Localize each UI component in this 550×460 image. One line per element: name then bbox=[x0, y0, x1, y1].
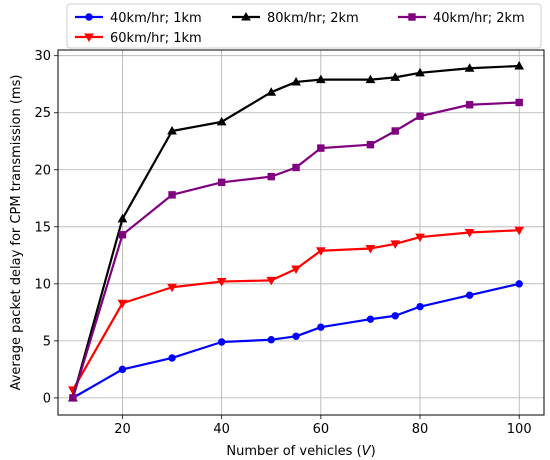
series-line bbox=[71, 64, 520, 399]
data-point-square bbox=[168, 191, 176, 199]
data-point-triangle-up bbox=[167, 125, 177, 135]
x-tick-label: 60 bbox=[313, 422, 330, 437]
data-point-triangle-up bbox=[291, 76, 301, 86]
data-point-triangle-up bbox=[390, 72, 401, 81]
data-point-triangle-up bbox=[464, 63, 475, 72]
data-point-triangle-down bbox=[216, 278, 227, 287]
series-line bbox=[71, 229, 520, 391]
x-tick-label: 40 bbox=[213, 422, 230, 437]
y-tick-label: 15 bbox=[34, 220, 51, 235]
data-point-triangle-up bbox=[514, 60, 525, 70]
legend-item-4: 40km/hr; 2km bbox=[398, 11, 525, 26]
data-point-triangle-down bbox=[464, 229, 475, 238]
y-tick-label: 20 bbox=[34, 163, 51, 178]
data-point-square bbox=[118, 231, 127, 239]
series-group bbox=[68, 60, 525, 402]
data-point-square bbox=[317, 144, 325, 152]
data-point-circle bbox=[515, 280, 523, 288]
data-point-triangle-down bbox=[514, 226, 525, 236]
data-point-triangle-up bbox=[216, 116, 227, 126]
data-point-triangle-down bbox=[390, 240, 401, 249]
data-point-triangle-up bbox=[241, 11, 251, 21]
data-point-square bbox=[366, 140, 375, 149]
y-tick-label: 5 bbox=[43, 334, 51, 349]
data-point-circle bbox=[85, 13, 93, 21]
data-point-circle bbox=[366, 315, 375, 323]
data-point-triangle-up bbox=[315, 74, 326, 84]
data-point-triangle-down bbox=[167, 283, 177, 293]
data-point-circle bbox=[267, 336, 275, 344]
data-point-triangle-down bbox=[291, 265, 301, 275]
x-axis-label-var: V bbox=[362, 444, 372, 459]
data-point-triangle-up bbox=[365, 74, 376, 84]
data-point-square bbox=[391, 127, 399, 135]
data-point-square bbox=[267, 172, 275, 181]
data-point-triangle-down bbox=[117, 299, 128, 309]
x-axis-ticks: 20 40 60 80 100 bbox=[114, 415, 532, 437]
data-point-triangle-down bbox=[84, 33, 94, 43]
data-point-square bbox=[408, 13, 416, 21]
y-tick-label: 10 bbox=[34, 277, 51, 292]
data-point-square bbox=[416, 112, 424, 120]
y-tick-label: 30 bbox=[34, 49, 51, 64]
x-tick-label: 100 bbox=[507, 422, 532, 437]
legend-label: 40km/hr; 2km bbox=[433, 11, 525, 26]
x-axis-label-close: ) bbox=[371, 444, 376, 459]
data-point-circle bbox=[416, 302, 424, 311]
data-point-triangle-up bbox=[266, 87, 277, 96]
x-tick-label: 20 bbox=[114, 422, 131, 437]
y-tick-label: 25 bbox=[34, 106, 51, 121]
legend: 40km/hr; 1km 60km/hr; 1km 80km/hr; 2km 40km… bbox=[66, 3, 542, 49]
series-2 bbox=[68, 226, 525, 395]
data-point-circle bbox=[465, 291, 474, 299]
legend-item-2: 60km/hr; 1km bbox=[75, 31, 202, 46]
series-line bbox=[72, 282, 520, 399]
legend-label: 40km/hr; 1km bbox=[110, 11, 202, 26]
data-point-square bbox=[69, 394, 77, 402]
legend-item-3: 80km/hr; 2km bbox=[232, 11, 359, 26]
data-point-triangle-down bbox=[415, 233, 425, 243]
data-point-triangle-down bbox=[315, 247, 326, 256]
x-axis-label-text: Number of vehicles ( bbox=[226, 444, 361, 459]
x-tick-label: 80 bbox=[412, 422, 429, 437]
data-point-circle bbox=[168, 354, 176, 362]
plot-frame bbox=[57, 49, 545, 416]
series-line bbox=[71, 101, 520, 399]
data-point-square bbox=[465, 101, 474, 109]
data-point-circle bbox=[292, 332, 300, 340]
data-point-circle bbox=[217, 338, 226, 346]
y-axis-label: Average packet delay for CPM transmissio… bbox=[9, 75, 24, 391]
legend-box bbox=[66, 3, 542, 49]
legend-item-1: 40km/hr; 1km bbox=[75, 11, 202, 26]
legend-label: 80km/hr; 2km bbox=[267, 11, 359, 26]
data-point-circle bbox=[118, 365, 127, 374]
data-point-square bbox=[292, 163, 300, 172]
data-point-triangle-down bbox=[365, 244, 376, 254]
data-point-triangle-up bbox=[117, 213, 128, 223]
y-tick-label: 0 bbox=[43, 391, 51, 406]
data-point-triangle-down bbox=[266, 276, 277, 286]
legend-label: 60km/hr; 1km bbox=[110, 31, 202, 46]
y-axis-ticks: 0 5 10 15 20 25 30 bbox=[34, 49, 58, 406]
x-axis-label: Number of vehicles (V) bbox=[226, 444, 375, 459]
data-point-square bbox=[217, 178, 226, 187]
data-point-triangle-up bbox=[415, 67, 425, 77]
data-point-square bbox=[515, 98, 523, 107]
series-4 bbox=[69, 98, 523, 402]
data-point-circle bbox=[317, 323, 325, 331]
data-point-circle bbox=[391, 312, 399, 320]
